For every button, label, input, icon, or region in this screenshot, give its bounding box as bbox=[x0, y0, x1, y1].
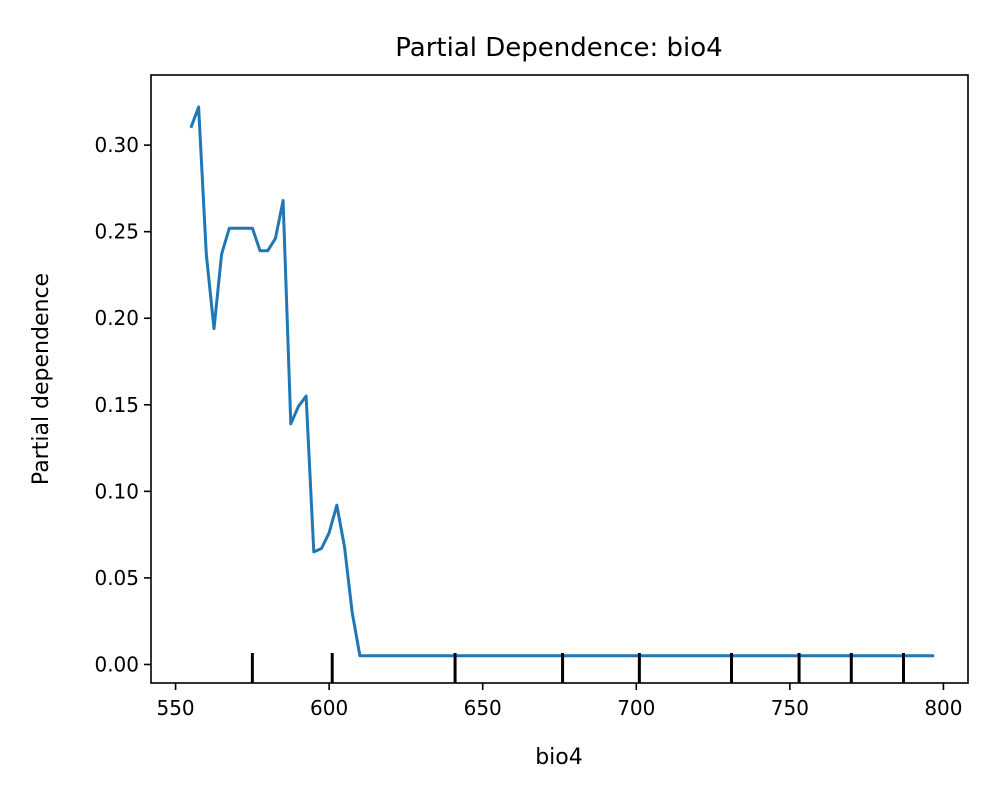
series-line-0 bbox=[189, 105, 935, 658]
y-tick-label: 0.05 bbox=[94, 566, 139, 590]
y-tick-label: 0.25 bbox=[94, 220, 139, 244]
y-tick-label: 0.10 bbox=[94, 479, 139, 503]
x-tick-label: 600 bbox=[310, 696, 348, 720]
x-tick-label: 750 bbox=[771, 696, 809, 720]
plot-frame bbox=[150, 74, 969, 684]
y-tick-label: 0.15 bbox=[94, 393, 139, 417]
x-axis-label: bio4 bbox=[535, 745, 583, 770]
chart-title: Partial Dependence: bio4 bbox=[395, 33, 722, 63]
y-tick-label: 0.30 bbox=[94, 133, 139, 157]
x-tick-label: 550 bbox=[156, 696, 194, 720]
plot-area bbox=[189, 105, 935, 683]
x-axis-ticks: 550 600 650 700 750 800 bbox=[156, 683, 963, 720]
y-axis-ticks: 0.00 0.05 0.10 0.15 0.20 0.25 0.30 bbox=[94, 133, 151, 676]
x-tick-label: 800 bbox=[924, 696, 962, 720]
x-tick-label: 650 bbox=[464, 696, 502, 720]
y-tick-label: 0.00 bbox=[94, 652, 139, 676]
y-axis-label: Partial dependence bbox=[29, 273, 54, 485]
rug-marks bbox=[250, 653, 905, 683]
x-tick-label: 700 bbox=[617, 696, 655, 720]
y-tick-label: 0.20 bbox=[94, 306, 139, 330]
